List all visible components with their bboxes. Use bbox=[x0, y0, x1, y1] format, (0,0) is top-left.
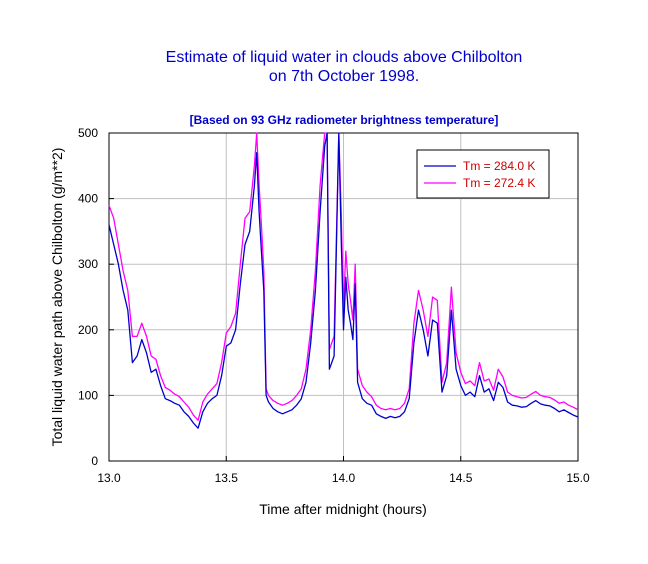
x-tick-label: 15.0 bbox=[566, 471, 590, 485]
x-axis-label: Time after midnight (hours) bbox=[259, 501, 427, 517]
legend-box bbox=[416, 149, 550, 199]
chart-subtitle: [Based on 93 GHz radiometer brightness t… bbox=[190, 113, 499, 127]
series-line-1 bbox=[108, 132, 579, 429]
x-tick-label: 13.5 bbox=[215, 471, 239, 485]
x-tick-label: 13.0 bbox=[97, 471, 121, 485]
series-layer bbox=[108, 132, 579, 429]
y-tick-label: 200 bbox=[78, 323, 98, 337]
y-tick-label: 500 bbox=[78, 126, 98, 140]
y-tick-label: 400 bbox=[78, 192, 98, 206]
x-tick-label: 14.5 bbox=[449, 471, 473, 485]
y-tick-label: 100 bbox=[78, 388, 98, 402]
chart-title-line-2: on 7th October 1998. bbox=[269, 68, 419, 85]
legend-label-series-1: Tm = 284.0 K bbox=[463, 159, 535, 173]
y-tick-label: 0 bbox=[91, 454, 98, 468]
y-tick-label: 300 bbox=[78, 257, 98, 271]
y-axis-label: Total liquid water path above Chilbolton… bbox=[49, 148, 65, 447]
x-axis-ticks: 13.0 13.5 14.0 14.5 15.0 bbox=[97, 456, 590, 485]
x-tick-label: 14.0 bbox=[332, 471, 356, 485]
legend-label-series-2: Tm = 272.4 K bbox=[463, 176, 535, 190]
legend: Tm = 284.0 K Tm = 272.4 K bbox=[416, 149, 550, 199]
y-axis-ticks: 0 100 200 300 400 500 bbox=[78, 126, 114, 468]
chart-title-line-1: Estimate of liquid water in clouds above… bbox=[166, 49, 523, 66]
